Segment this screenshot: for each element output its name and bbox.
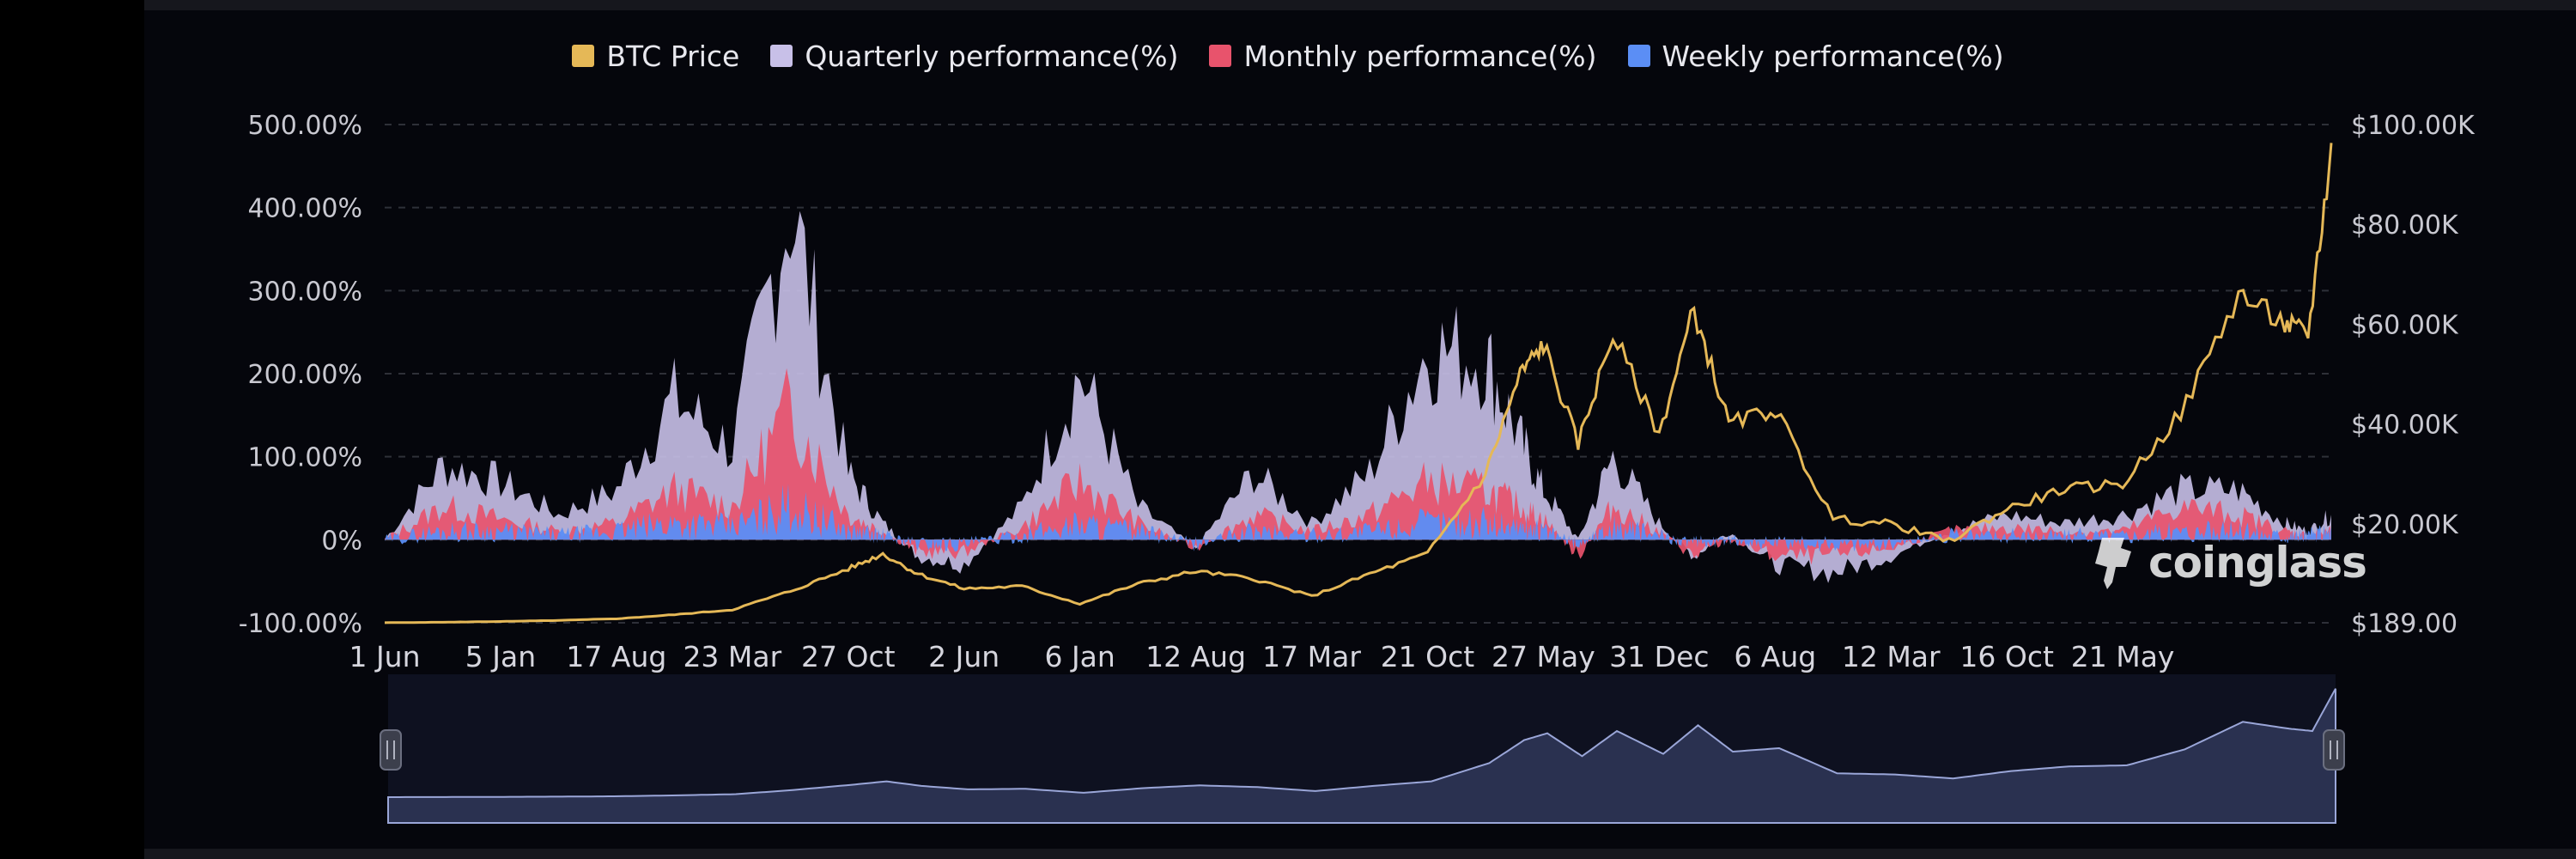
y-left-tick-label: 300.00% (248, 277, 362, 307)
top-edge-bar (144, 0, 2576, 10)
legend-item-monthly[interactable]: Monthly performance(%) (1209, 39, 1597, 73)
navigator-handle-right[interactable] (2323, 729, 2345, 771)
legend-item-btc-price[interactable]: BTC Price (572, 40, 739, 73)
y-right-tick-label: $189.00 (2351, 609, 2458, 639)
y-left-tick-label: 200.00% (248, 360, 362, 390)
navigator-price-area (387, 688, 2336, 824)
x-tick-label: 21 Oct (1381, 640, 1475, 673)
x-tick-label: 1 Jun (349, 640, 420, 673)
chart-legend: BTC Price Quarterly performance(%) Month… (0, 34, 2576, 77)
x-tick-label: 2 Jun (928, 640, 999, 673)
x-tick-label: 17 Aug (566, 640, 666, 673)
y-right-tick-label: $80.00K (2351, 210, 2459, 241)
legend-swatch-quarterly (770, 45, 793, 67)
coinglass-logo-icon (2095, 538, 2131, 589)
legend-label-weekly: Weekly performance(%) (1662, 39, 2004, 73)
x-tick-label: 31 Dec (1609, 640, 1709, 673)
quarterly-performance-area (385, 210, 2331, 583)
legend-swatch-weekly (1627, 45, 1650, 67)
x-tick-label: 6 Aug (1734, 640, 1816, 673)
legend-label-quarterly: Quarterly performance(%) (805, 39, 1179, 73)
x-tick-label: 16 Oct (1959, 640, 2054, 673)
y-left-tick-label: 0% (321, 526, 362, 556)
watermark: coinglass (2087, 533, 2367, 593)
x-tick-label: 27 May (1492, 640, 1595, 673)
x-tick-label: 21 May (2071, 640, 2175, 673)
x-tick-label: 12 Mar (1842, 640, 1941, 673)
x-tick-label: 27 Oct (801, 640, 896, 673)
y-right-tick-label: $100.00K (2351, 111, 2476, 141)
y-right-tick-label: $20.00K (2351, 510, 2459, 540)
monthly-performance-area (385, 368, 2331, 565)
y-left-tick-label: -100.00% (239, 609, 362, 639)
btc-price-line (384, 143, 2333, 624)
legend-item-quarterly[interactable]: Quarterly performance(%) (770, 40, 1178, 73)
bottom-edge-bar (144, 849, 2576, 859)
x-tick-label: 17 Mar (1262, 640, 1361, 673)
legend-swatch-btc-price (572, 45, 595, 67)
x-tick-label: 6 Jan (1044, 640, 1115, 673)
x-tick-label: 5 Jan (465, 640, 536, 673)
x-tick-label: 23 Mar (683, 640, 781, 673)
x-tick-label: 12 Aug (1145, 640, 1246, 673)
legend-swatch-monthly (1209, 45, 1232, 67)
y-left-tick-label: 500.00% (248, 111, 362, 141)
legend-item-weekly[interactable]: Weekly performance(%) (1627, 39, 2004, 73)
y-right-tick-label: $60.00K (2351, 310, 2459, 340)
y-left-tick-label: 100.00% (248, 443, 362, 473)
watermark-text: coinglass (2148, 538, 2367, 588)
legend-label-btc-price: BTC Price (606, 39, 740, 73)
navigator-handle-left[interactable] (380, 729, 402, 771)
weekly-performance-area (385, 484, 2331, 552)
y-left-tick-label: 400.00% (248, 194, 362, 224)
legend-label-monthly: Monthly performance(%) (1243, 39, 1597, 73)
y-right-tick-label: $40.00K (2351, 411, 2459, 441)
